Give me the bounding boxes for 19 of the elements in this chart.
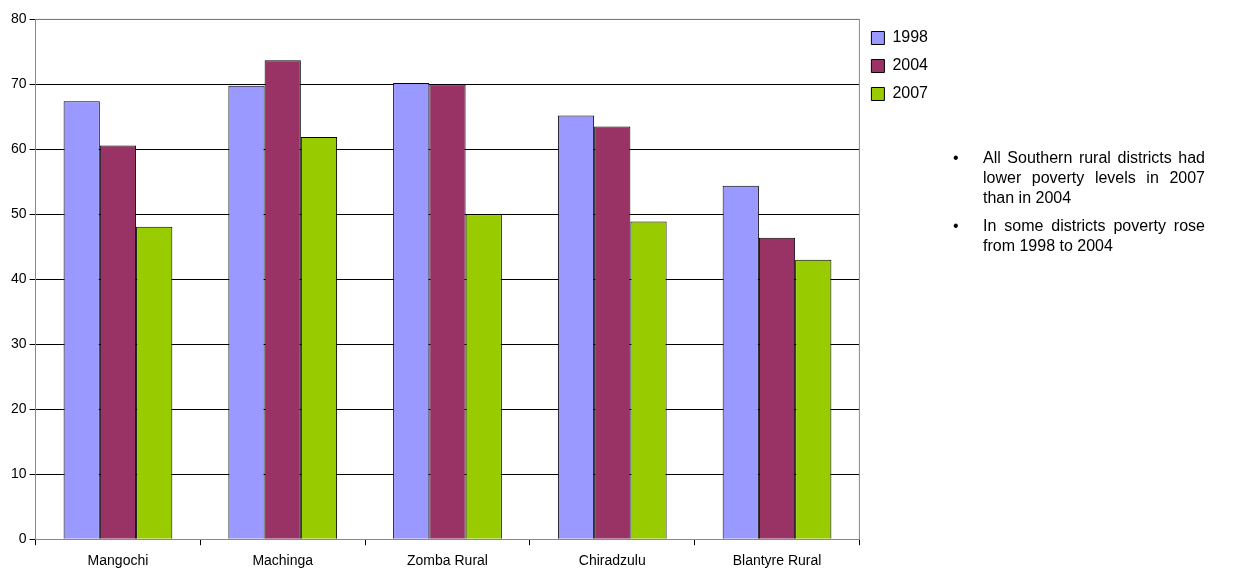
legend-label: 1998	[892, 28, 929, 46]
y-tick-label: 10	[10, 465, 27, 482]
legend-label: 2004	[892, 56, 929, 74]
x-tick-label: Machinga	[252, 552, 314, 569]
x-tick-label: Mangochi	[87, 552, 149, 569]
text: • In some districts poverty rose from 1998 to 2004	[953, 217, 1205, 254]
legend-label: 2007	[892, 84, 929, 102]
x-tick-label: Zomba Rural	[407, 552, 488, 569]
y-tick-label: 50	[10, 205, 27, 222]
x-tick-label: Chiradzulu	[578, 552, 646, 569]
y-tick-label: 60	[10, 140, 27, 157]
text: • All Southern rural districts had lower poverty levels in 2007 than in 2004	[953, 149, 1205, 206]
y-tick-label: 80	[10, 10, 27, 27]
y-tick-label: 30	[10, 335, 27, 352]
y-tick-label: 20	[10, 400, 27, 417]
y-tick-label: 0	[18, 530, 27, 547]
y-tick-label: 40	[10, 270, 27, 287]
y-tick-label: 70	[10, 75, 27, 92]
x-tick-label: Blantyre Rural	[732, 552, 822, 569]
